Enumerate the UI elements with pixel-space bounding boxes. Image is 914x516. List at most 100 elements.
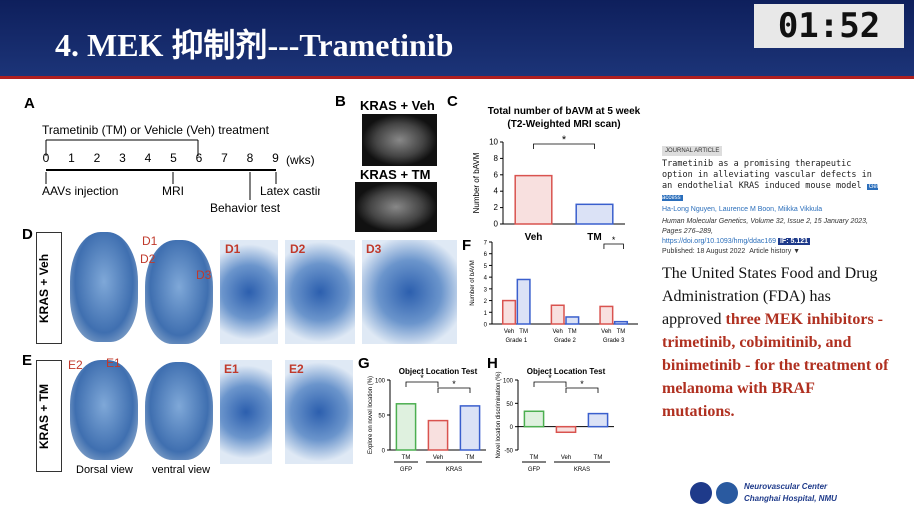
significance-label: * [612,236,616,245]
statement-highlight: three MEK inhibitors - trimetinib, cobim… [662,311,889,420]
group-label: KRAS [574,467,590,473]
statement-text: The United States Food and Drug Administ… [662,265,878,328]
significance-label: * [580,379,584,389]
inset-label: E2 [289,362,304,376]
bar [565,316,580,325]
bar [514,174,553,225]
timer: 01:52 [754,4,904,48]
bar [516,278,531,325]
article-authors: Ha-Long Nguyen, Laurence M Boon, Miikka … [662,206,823,213]
bar [395,403,417,451]
mri-label: KRAS + Veh [360,98,435,113]
y-tick-label: 0 [510,425,514,431]
group-label: GFP [528,467,540,473]
y-tick-label: 10 [489,138,498,147]
mri-image [362,114,437,166]
bar [550,304,565,325]
article-title: Trametinib as a promising therapeutic op… [662,159,887,203]
chart: Total number of bAVM at 5 week (T2-Weight… [472,106,641,243]
y-tick-label: -50 [504,449,513,455]
inset-label: E1 [224,362,239,376]
y-tick-label: 50 [378,414,385,420]
bar [427,419,449,451]
x-tick-label: TM [466,455,475,461]
treatment-label: Trametinib (TM) or Vehicle (Veh) treatme… [42,123,270,137]
mri-image [355,182,437,232]
series-label: TM [568,329,577,335]
footer-hospital: Changhai Hospital, NMU [744,494,837,503]
bar [613,320,629,325]
group-label: KRAS [446,467,462,473]
article-kind: JOURNAL ARTICLE [662,146,723,156]
chart-subtitle: (T2-Weighted MRI scan) [507,119,620,130]
series-label: TM [617,329,626,335]
logo [690,482,712,504]
series-label: Veh [504,329,514,335]
logo [716,482,738,504]
series-label: TM [519,329,528,335]
y-tick-label: 4 [494,187,499,196]
series-label: Veh [601,329,611,335]
y-tick-label: 8 [494,154,499,163]
inset-marker: D3 [196,268,212,282]
significance-bracket [603,243,624,249]
bar [523,410,545,428]
group-label: KRAS + Veh [36,232,62,344]
y-axis-label: Number of bAVM [472,152,481,213]
x-tick-label: Grade 3 [603,338,625,344]
x-tick-label: TM [587,232,601,243]
week-label: 3 [119,151,126,165]
significance-bracket [437,387,471,393]
brain-image [70,360,138,460]
article-title-text: Trametinib as a promising therapeutic op… [662,159,872,191]
y-tick-label: 4 [484,276,488,282]
bar [555,425,577,434]
view-label: Dorsal view [76,464,133,476]
x-tick-label: Veh [525,232,543,243]
bar [587,412,609,428]
mri-label: KRAS + TM [360,167,431,182]
chart: Number of bAVM 0 1 2 3 4 5 6 7 Veh TM Grade 1 Veh TM G… [470,236,638,344]
week-label: 6 [196,151,203,165]
inset-image [285,360,353,464]
event: AAVs injection [42,184,118,198]
group-label: GFP [400,467,412,473]
inset-image [285,240,355,344]
inset-label: D2 [290,242,306,256]
chart: Object Location Test Novel location discr… [496,367,614,473]
bar [575,203,614,225]
y-tick-label: 2 [484,299,488,305]
y-tick-label: 0 [494,220,499,229]
inset-image [362,240,457,344]
x-tick-label: TM [402,455,411,461]
week-label: 1 [68,151,75,165]
panel-letter: G [358,355,370,372]
y-tick-label: 100 [503,379,514,385]
view-label: ventral view [152,464,211,476]
x-tick-label: TM [594,455,603,461]
article-journal: Human Molecular Genetics, Volume 32, Iss… [662,218,868,235]
y-tick-label: 1 [484,311,488,317]
x-tick-label: Grade 1 [505,338,527,344]
event: Behavior test [210,201,281,215]
group-label: KRAS + TM [36,360,62,472]
brain-image [145,240,213,344]
significance-label: * [562,134,567,146]
chart: Object Location Test Explore on novel loc… [368,367,486,473]
panel-letter: H [487,355,498,372]
article-doi[interactable]: https://doi.org/10.1093/hmg/ddac169 [662,238,777,245]
y-axis-label: Number of bAVM [470,260,476,306]
article-history[interactable]: Article history ▼ [749,248,801,255]
panel-letter: A [24,95,35,112]
week-label: 0 [43,151,50,165]
panel-letter: D [22,226,33,243]
significance-bracket [533,143,595,149]
y-tick-label: 6 [484,252,488,258]
y-tick-label: 3 [484,287,488,293]
week-label: 4 [145,151,152,165]
panel-letter: B [335,93,346,110]
y-tick-label: 2 [494,203,499,212]
inset-label: D1 [225,242,241,256]
week-label: 2 [94,151,101,165]
x-tick-label: Veh [561,455,571,461]
